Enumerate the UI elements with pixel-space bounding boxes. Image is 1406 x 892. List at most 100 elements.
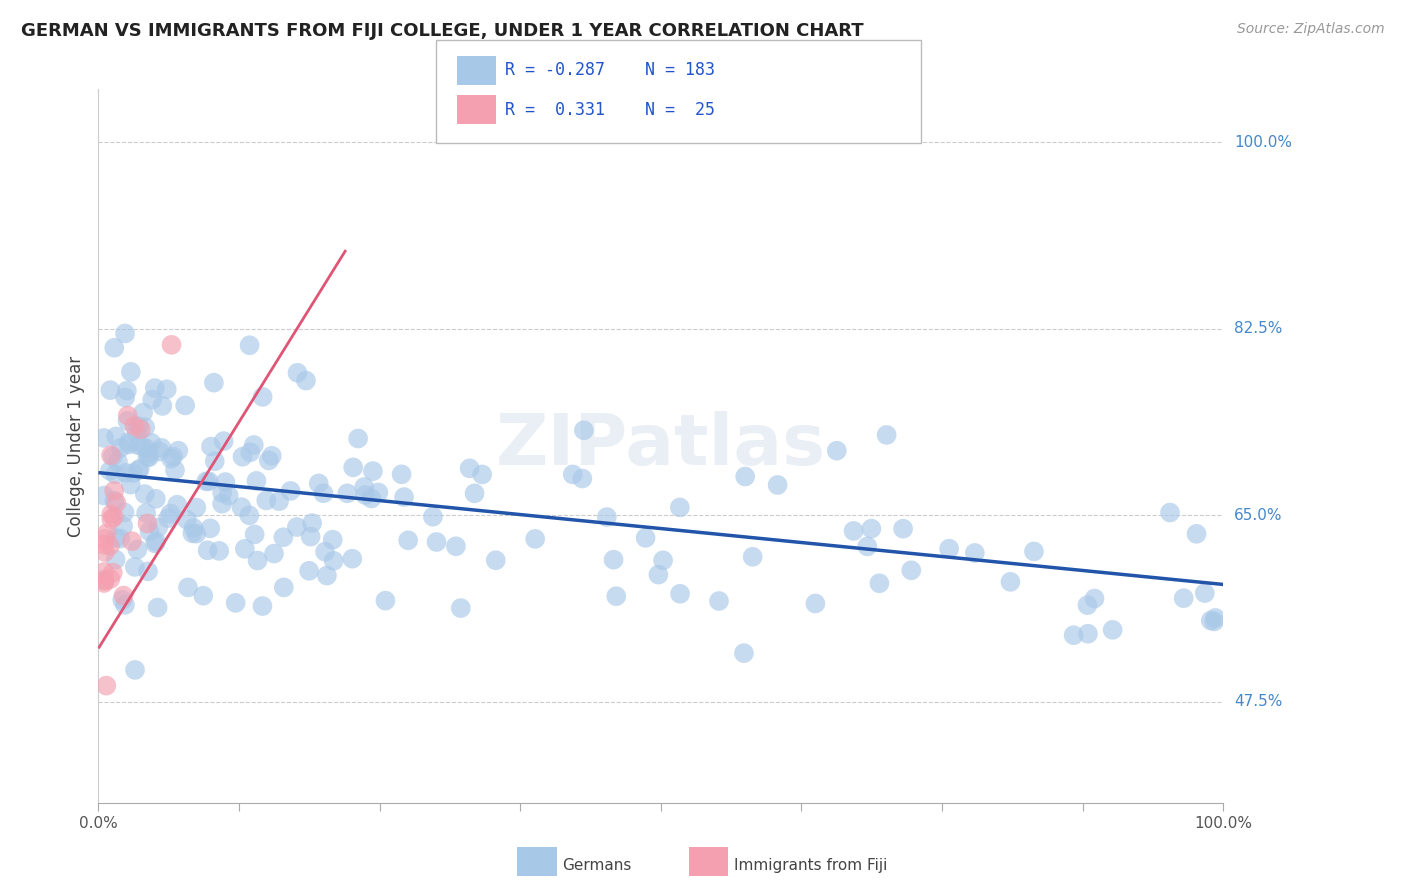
Point bbox=[141, 435, 163, 450]
Point bbox=[136, 450, 159, 464]
Point bbox=[938, 541, 960, 556]
Point bbox=[254, 493, 277, 508]
Point bbox=[353, 480, 375, 494]
Point bbox=[361, 464, 384, 478]
Text: 65.0%: 65.0% bbox=[1234, 508, 1282, 523]
Point bbox=[146, 600, 169, 615]
Point bbox=[157, 511, 180, 525]
Point bbox=[856, 540, 879, 554]
Text: Source: ZipAtlas.com: Source: ZipAtlas.com bbox=[1237, 22, 1385, 37]
Y-axis label: College, Under 1 year: College, Under 1 year bbox=[66, 355, 84, 537]
Point bbox=[257, 453, 280, 467]
Point bbox=[634, 531, 657, 545]
Point bbox=[174, 398, 197, 412]
Point bbox=[117, 409, 139, 423]
Point bbox=[669, 500, 692, 515]
Point bbox=[200, 440, 222, 454]
Point bbox=[100, 512, 122, 526]
Point bbox=[212, 434, 235, 449]
Point bbox=[204, 454, 226, 468]
Point bbox=[316, 568, 339, 582]
Point bbox=[444, 539, 467, 553]
Point bbox=[524, 532, 547, 546]
Point bbox=[163, 463, 186, 477]
Text: GERMAN VS IMMIGRANTS FROM FIJI COLLEGE, UNDER 1 YEAR CORRELATION CHART: GERMAN VS IMMIGRANTS FROM FIJI COLLEGE, … bbox=[21, 22, 863, 40]
Point bbox=[572, 423, 595, 437]
Point bbox=[1077, 626, 1099, 640]
Point bbox=[104, 531, 127, 545]
Point bbox=[652, 553, 675, 567]
Point bbox=[177, 580, 200, 594]
Point bbox=[103, 483, 125, 498]
Point bbox=[114, 505, 136, 519]
Point bbox=[103, 510, 125, 524]
Point bbox=[233, 541, 256, 556]
Point bbox=[1022, 544, 1045, 558]
Point bbox=[1199, 614, 1222, 628]
Point bbox=[124, 560, 146, 574]
Point bbox=[117, 435, 139, 450]
Point bbox=[741, 549, 763, 564]
Point bbox=[367, 485, 389, 500]
Point bbox=[150, 399, 173, 413]
Point bbox=[734, 469, 756, 483]
Point bbox=[181, 526, 204, 541]
Point bbox=[1204, 615, 1226, 629]
Point bbox=[876, 428, 898, 442]
Point bbox=[231, 500, 253, 515]
Point bbox=[225, 596, 247, 610]
Text: R = -0.287    N = 183: R = -0.287 N = 183 bbox=[505, 62, 714, 79]
Point bbox=[98, 539, 121, 553]
Point bbox=[124, 419, 146, 434]
Point bbox=[571, 471, 593, 485]
Text: Germans: Germans bbox=[562, 858, 631, 872]
Point bbox=[134, 487, 156, 501]
Point bbox=[100, 448, 122, 462]
Text: 82.5%: 82.5% bbox=[1234, 321, 1282, 336]
Point bbox=[596, 510, 619, 524]
Point bbox=[100, 507, 122, 521]
Point bbox=[131, 439, 153, 453]
Point bbox=[239, 338, 262, 352]
Point bbox=[135, 442, 157, 456]
Point bbox=[93, 573, 115, 587]
Point bbox=[804, 597, 827, 611]
Point bbox=[842, 524, 865, 538]
Point bbox=[647, 567, 669, 582]
Point bbox=[868, 576, 890, 591]
Point bbox=[93, 565, 115, 579]
Text: Immigrants from Fiji: Immigrants from Fiji bbox=[734, 858, 887, 872]
Point bbox=[354, 488, 377, 502]
Point bbox=[1063, 628, 1085, 642]
Point bbox=[138, 450, 160, 464]
Point bbox=[298, 564, 321, 578]
Point bbox=[963, 546, 986, 560]
Point bbox=[273, 530, 295, 544]
Point bbox=[269, 494, 291, 508]
Point bbox=[105, 496, 128, 510]
Point bbox=[186, 500, 208, 515]
Point bbox=[101, 566, 124, 580]
Point bbox=[98, 383, 121, 397]
Point bbox=[159, 507, 181, 521]
Text: ZIPatlas: ZIPatlas bbox=[496, 411, 825, 481]
Point bbox=[263, 547, 285, 561]
Point bbox=[391, 467, 413, 482]
Point bbox=[120, 365, 142, 379]
Point bbox=[392, 490, 415, 504]
Point bbox=[211, 497, 233, 511]
Point bbox=[125, 426, 148, 441]
Point bbox=[1194, 586, 1216, 600]
Point bbox=[295, 374, 318, 388]
Point bbox=[825, 443, 848, 458]
Point bbox=[195, 475, 218, 489]
Point bbox=[166, 498, 188, 512]
Point bbox=[605, 589, 627, 603]
Point bbox=[239, 445, 262, 459]
Point bbox=[135, 506, 157, 520]
Point bbox=[458, 461, 481, 475]
Point bbox=[186, 526, 208, 541]
Point bbox=[360, 491, 382, 506]
Point bbox=[342, 460, 364, 475]
Point bbox=[450, 601, 472, 615]
